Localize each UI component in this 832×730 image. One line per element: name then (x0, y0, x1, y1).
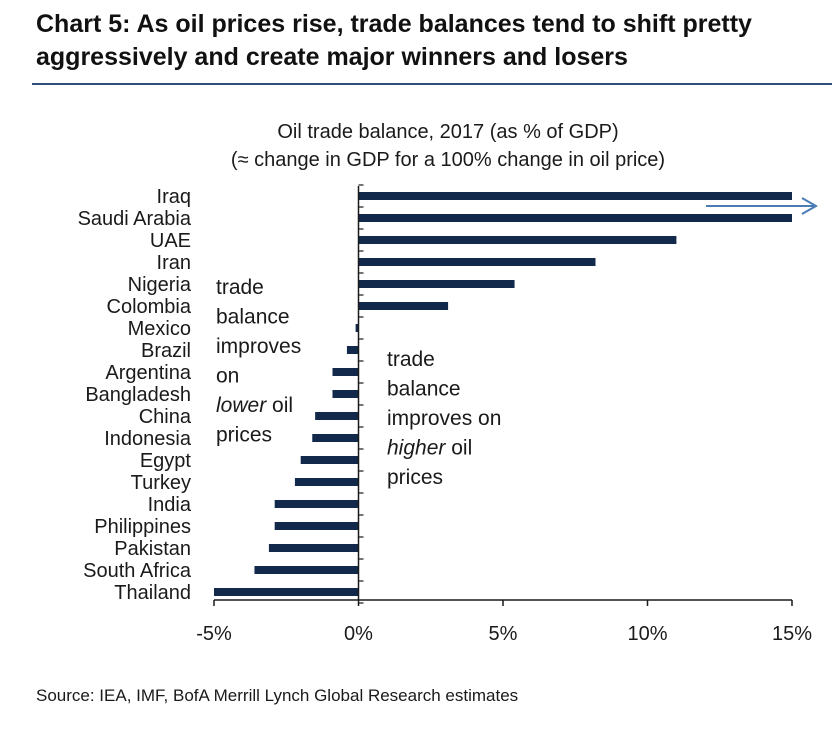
x-tick-label: 5% (489, 623, 518, 645)
category-label: Pakistan (114, 538, 191, 560)
x-tick-label: 10% (627, 623, 667, 645)
category-label: Mexico (128, 318, 191, 340)
bar-uae (358, 236, 677, 244)
annotation-lower-oil: lower oil (216, 394, 293, 417)
bar-pakistan (268, 544, 359, 552)
x-tick-label: 15% (772, 623, 812, 645)
chart-subtitle: (≈ change in GDP for a 100% change in oi… (231, 149, 665, 171)
annotation-higher-oil: improves on (387, 407, 501, 430)
bar-saudi-arabia (358, 214, 792, 222)
bar-argentina (332, 368, 359, 376)
category-label: Thailand (114, 582, 191, 604)
bar-bangladesh (332, 390, 359, 398)
annotations: trade balance improves on lower oil prices tra… (216, 197, 819, 489)
bar-china (315, 412, 359, 420)
category-label: China (139, 406, 192, 428)
title-divider (32, 83, 832, 85)
annotation-lower-oil: balance (216, 306, 290, 329)
page-title: Chart 5: As oil prices rise, trade balan… (36, 10, 752, 71)
bar-mexico (355, 324, 359, 332)
category-label: Saudi Arabia (78, 208, 192, 230)
oil-trade-balance-chart: Oil trade balance, 2017 (as % of GDP) (≈… (78, 121, 819, 645)
x-tick-label: 0% (344, 623, 373, 645)
category-label: Bangladesh (85, 384, 191, 406)
bar-iraq (358, 192, 792, 200)
axes: -5% 0% 5% 10% 15% (196, 184, 812, 645)
bars-layer (214, 192, 792, 596)
annotation-lower-oil: on (216, 365, 239, 388)
bar-indonesia (312, 434, 359, 442)
category-label: UAE (150, 230, 191, 252)
source-note: Source: IEA, IMF, BofA Merrill Lynch Glo… (36, 686, 519, 705)
category-label: Colombia (107, 296, 192, 318)
category-label: Nigeria (128, 274, 192, 296)
annotation-higher-oil: prices (387, 466, 443, 489)
category-label: Indonesia (104, 428, 192, 450)
bar-south-africa (254, 566, 359, 574)
category-label: India (148, 494, 192, 516)
category-label: Iraq (157, 186, 191, 208)
annotation-higher-oil: trade (387, 348, 435, 371)
category-label: Egypt (140, 450, 192, 472)
bar-india (274, 500, 359, 508)
bar-nigeria (358, 280, 515, 288)
category-label: Turkey (131, 472, 191, 494)
category-label: Argentina (105, 362, 191, 384)
annotation-higher-oil: balance (387, 378, 461, 401)
annotation-lower-oil: improves (216, 335, 301, 358)
category-label: Iran (157, 252, 191, 274)
chart-title: Oil trade balance, 2017 (as % of GDP) (277, 121, 618, 143)
bar-egypt (300, 456, 359, 464)
bar-iran (358, 258, 596, 266)
bar-colombia (358, 302, 449, 310)
category-label: Brazil (141, 340, 191, 362)
annotation-lower-oil: prices (216, 424, 272, 447)
annotation-lower-oil: trade (216, 276, 264, 299)
category-label: South Africa (83, 560, 192, 582)
bar-turkey (294, 478, 359, 486)
x-tick-label: -5% (196, 623, 232, 645)
annotation-higher-oil: higher oil (387, 437, 472, 460)
bar-thailand (214, 588, 359, 596)
bar-brazil (346, 346, 359, 354)
bar-philippines (274, 522, 359, 530)
category-label: Philippines (94, 516, 191, 538)
overflow-arrow-head (801, 197, 819, 215)
